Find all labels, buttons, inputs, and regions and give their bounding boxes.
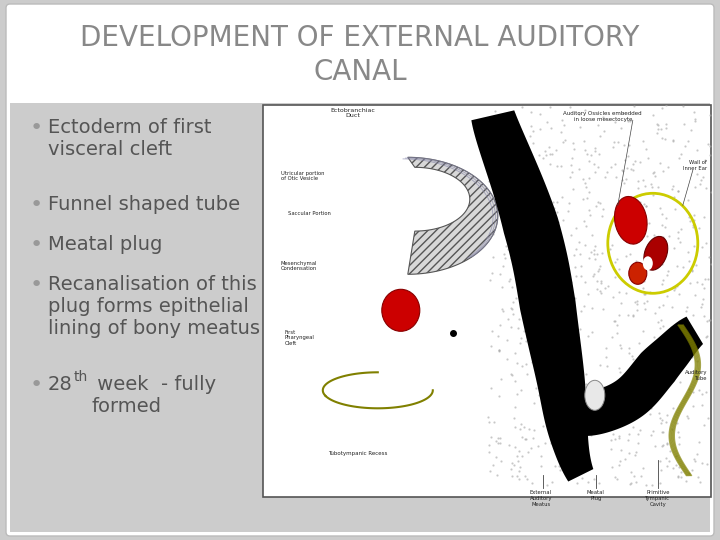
Text: Saccular Portion: Saccular Portion [288, 211, 330, 217]
Text: week  - fully
formed: week - fully formed [91, 375, 216, 416]
Text: •: • [30, 275, 43, 295]
Text: •: • [30, 235, 43, 255]
Text: Wall of
Inner Ear: Wall of Inner Ear [683, 160, 707, 171]
Text: Recanalisation of this
plug forms epithelial
lining of bony meatus: Recanalisation of this plug forms epithe… [48, 275, 260, 338]
Ellipse shape [629, 262, 647, 284]
Text: Mesenchymal
Condensation: Mesenchymal Condensation [281, 260, 318, 271]
Text: Ectobranchiac
Duct: Ectobranchiac Duct [330, 107, 375, 118]
Text: DEVELOPMENT OF EXTERNAL AUDITORY: DEVELOPMENT OF EXTERNAL AUDITORY [81, 24, 639, 52]
Text: Primitive
Tympanic
Cavity: Primitive Tympanic Cavity [645, 490, 670, 507]
Text: CANAL: CANAL [313, 58, 407, 86]
Ellipse shape [585, 380, 605, 410]
Text: Auditory
Tube: Auditory Tube [685, 370, 708, 381]
Ellipse shape [614, 197, 647, 244]
Text: First
Pharyngeal
Cleft: First Pharyngeal Cleft [285, 330, 315, 346]
Text: Ectoderm of first
visceral cleft: Ectoderm of first visceral cleft [48, 118, 212, 159]
Text: Utricular portion
of Otic Vesicle: Utricular portion of Otic Vesicle [281, 171, 324, 181]
Text: Funnel shaped tube: Funnel shaped tube [48, 195, 240, 214]
Text: Meatal
Plug: Meatal Plug [587, 490, 605, 501]
Polygon shape [560, 316, 703, 436]
Text: 28: 28 [48, 375, 73, 394]
Polygon shape [472, 110, 593, 482]
Ellipse shape [644, 237, 667, 270]
Text: Meatal plug: Meatal plug [48, 235, 163, 254]
Text: Auditory Ossicles embedded
in loose mesectocyte: Auditory Ossicles embedded in loose mese… [564, 111, 642, 122]
Text: External
Auditory
Meatus: External Auditory Meatus [529, 490, 552, 507]
Text: Tubotympanic Recess: Tubotympanic Recess [328, 451, 387, 456]
FancyBboxPatch shape [10, 103, 710, 532]
Text: •: • [30, 195, 43, 215]
Text: th: th [74, 370, 89, 384]
Ellipse shape [382, 289, 420, 332]
Text: •: • [30, 375, 43, 395]
Ellipse shape [643, 256, 653, 271]
FancyBboxPatch shape [6, 4, 714, 536]
Polygon shape [408, 157, 498, 274]
Text: •: • [30, 118, 43, 138]
FancyBboxPatch shape [10, 8, 710, 103]
FancyBboxPatch shape [263, 105, 711, 497]
